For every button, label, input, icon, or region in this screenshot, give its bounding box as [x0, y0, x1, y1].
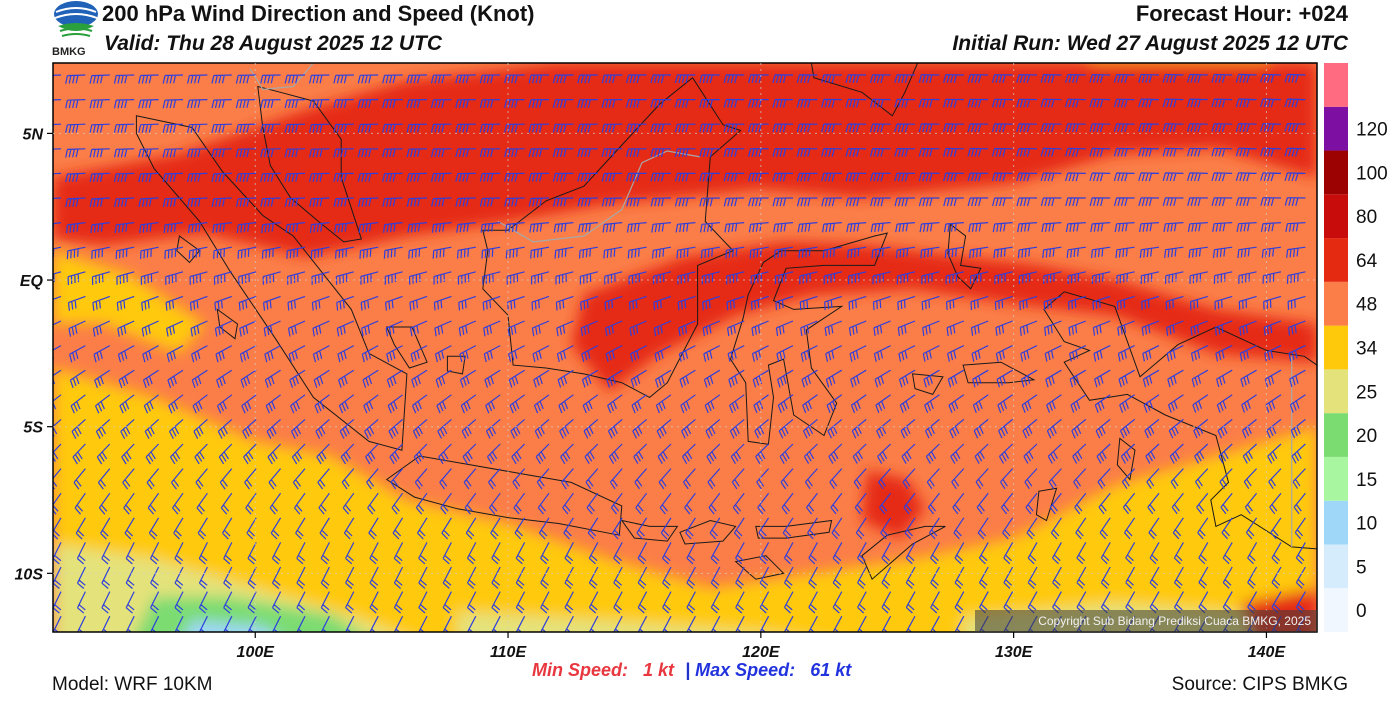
border-line-1 [497, 150, 701, 243]
model-label: Model: WRF 10KM [52, 674, 213, 695]
coast-bangka [385, 326, 428, 369]
tick-label-lat--5: 5S [23, 420, 43, 437]
legend-swatch-4 [1324, 413, 1348, 457]
legend-swatch-11 [1324, 106, 1348, 151]
coast-mentawai [216, 308, 239, 340]
legend-swatch-9 [1324, 194, 1348, 239]
legend-label-5: 25 [1356, 382, 1377, 403]
map-axes: 100E 110E 120E 130E 140E 5N EQ 5S 10S [15, 63, 1317, 661]
legend-label-2: 10 [1356, 514, 1377, 535]
coast-sumatra [135, 115, 408, 451]
legend-swatch-6 [1324, 325, 1348, 370]
coast-belitung [446, 355, 466, 375]
speed-summary: Min Speed: 1 kt | Max Speed: 61 kt [532, 660, 851, 681]
coast-mindanao [810, 63, 919, 117]
max-speed-label: Max Speed: [695, 660, 796, 680]
copyright-note: Copyright Sub Bidang Prediksi Cuaca BMKG… [975, 610, 1317, 632]
chart-title: 200 hPa Wind Direction and Speed (Knot) [102, 1, 535, 26]
coast-sumbawa [679, 519, 737, 545]
speed-separator: | [685, 660, 691, 680]
coast-nias [176, 235, 201, 264]
field-yellow-south [53, 368, 1317, 632]
tick-label-lat--10: 10S [15, 566, 44, 583]
legend-label-0: 0 [1356, 601, 1367, 622]
coast-new-guinea [1043, 291, 1317, 550]
forecast-hour: Forecast Hour: +024 [1135, 1, 1348, 26]
legend-label-9: 80 [1356, 207, 1377, 228]
coast-tanimbar [1035, 487, 1058, 522]
coast-malay-peninsula [257, 85, 363, 243]
legend-label-8: 64 [1356, 251, 1378, 272]
legend-swatch-12 [1324, 63, 1348, 107]
field-olive-sw [53, 544, 395, 632]
tick-label-lon-110: 110E [490, 644, 528, 661]
valid-time: Valid: Thu 28 August 2025 12 UTC [104, 32, 443, 55]
legend-label-10: 100 [1356, 163, 1388, 184]
legend-label-11: 120 [1356, 120, 1388, 141]
legend-swatch-0 [1324, 588, 1348, 632]
legend-swatch-10 [1324, 150, 1348, 195]
initial-run: Initial Run: Wed 27 August 2025 12 UTC [952, 32, 1348, 55]
min-speed-value: 1 kt [643, 660, 675, 680]
tick-label-lon-100: 100E [237, 644, 276, 661]
coast-lombok-bali [620, 519, 679, 542]
coastlines [135, 63, 1317, 581]
legend-label-1: 5 [1356, 557, 1367, 578]
color-legend: 0 5 10 15 20 25 34 48 64 80 100 120 [1324, 63, 1388, 632]
coast-sulawesi [729, 232, 889, 445]
coast-seram [962, 361, 1036, 384]
legend-swatch-8 [1324, 238, 1348, 282]
field-olive-s [457, 611, 761, 632]
max-speed-value: 61 kt [810, 660, 852, 680]
bmkg-logo [54, 1, 98, 37]
legend-swatch-5 [1324, 369, 1348, 414]
coast-buru [911, 373, 944, 396]
legend-swatch-3 [1324, 456, 1348, 501]
min-speed-label: Min Speed: [532, 660, 629, 680]
logo-text: BMKG [52, 46, 86, 58]
legend-label-7: 48 [1356, 295, 1377, 316]
coast-flores [755, 519, 833, 539]
tick-label-lon-140: 140E [1248, 644, 1287, 661]
field-red-banda [862, 470, 926, 539]
source-label: Source: CIPS BMKG [1171, 674, 1348, 695]
legend-swatch-2 [1324, 500, 1348, 545]
tick-label-lon-130: 130E [995, 644, 1034, 661]
coast-halmahera [947, 223, 982, 290]
tick-label-lon-120: 120E [742, 644, 781, 661]
tick-label-lat-0: EQ [20, 273, 44, 290]
legend-label-6: 34 [1356, 339, 1378, 360]
legend-label-4: 20 [1356, 426, 1377, 447]
legend-swatch-1 [1324, 544, 1348, 589]
field-red-north [53, 63, 1317, 257]
tick-label-lat-5: 5N [23, 126, 44, 143]
legend-swatch-7 [1324, 281, 1348, 326]
coast-aru [1116, 437, 1136, 481]
map-frame [52, 62, 1318, 633]
legend-label-3: 15 [1356, 470, 1377, 491]
